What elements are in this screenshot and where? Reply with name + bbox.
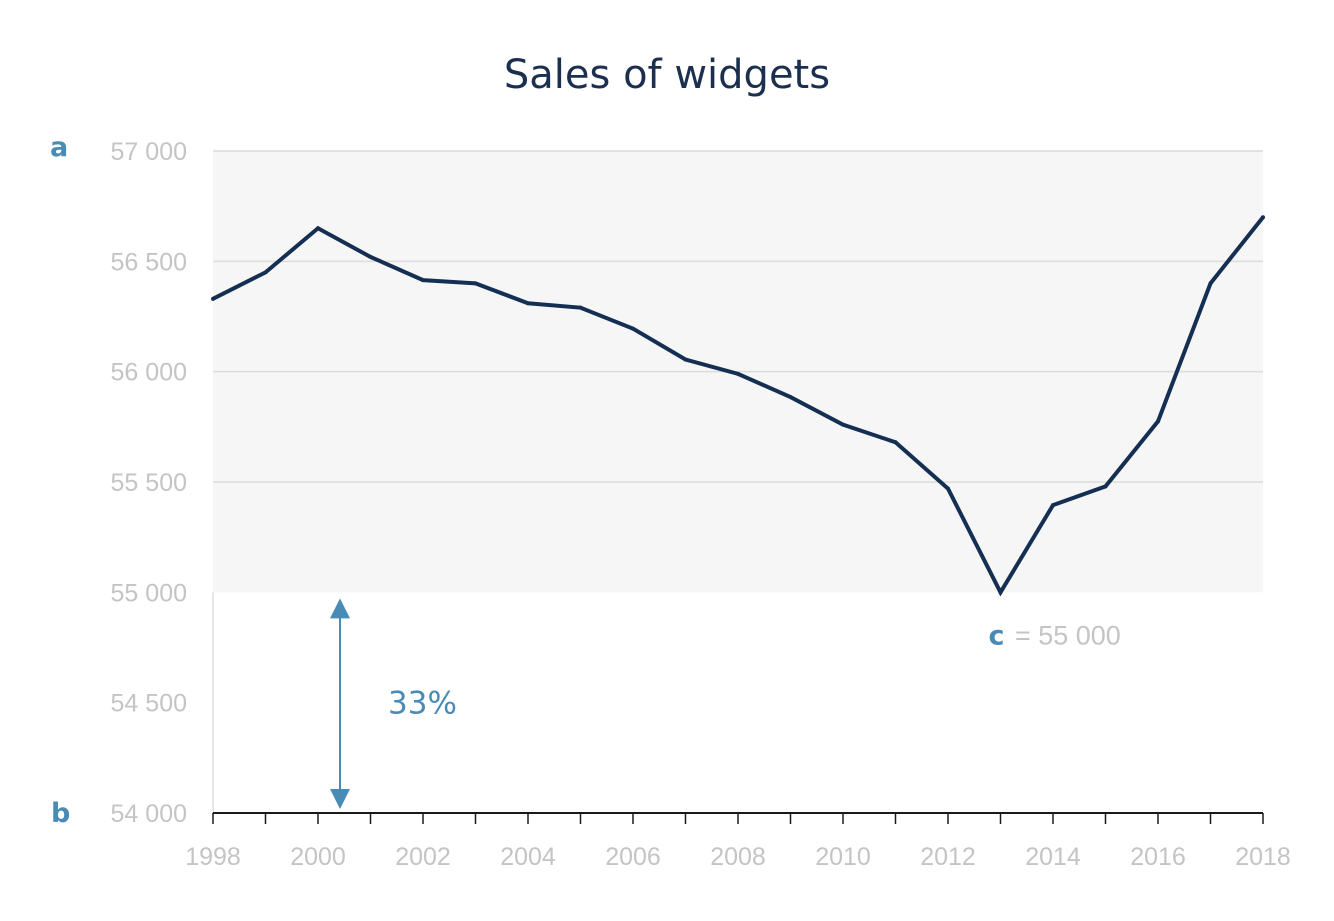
chart-title: Sales of widgets [503, 52, 831, 98]
x-tick-label: 2000 [290, 843, 346, 871]
min-annotation-text: c = 55 000 [989, 620, 1121, 651]
data-point [683, 357, 688, 362]
data-point [736, 371, 740, 376]
data-point [1051, 503, 1055, 508]
x-tick-label: 1998 [185, 843, 241, 871]
x-tick-label: 2018 [1235, 843, 1291, 871]
marker-c: c [989, 620, 1005, 651]
x-tick-label: 2002 [395, 843, 451, 871]
x-tick-label: 2004 [500, 843, 556, 871]
data-point [631, 326, 635, 331]
data-points [211, 215, 1265, 595]
data-point [1208, 281, 1213, 286]
y-tick-label: 56 500 [111, 248, 187, 276]
x-tick-label: 2016 [1130, 843, 1186, 871]
x-tick-label: 2006 [605, 843, 661, 871]
marker-b: b [51, 798, 70, 829]
x-tick-label: 2008 [710, 843, 766, 871]
data-point [998, 590, 1003, 595]
min-annotation: c = 55 000 [989, 620, 1121, 651]
data-point [211, 296, 215, 301]
data-point [316, 226, 320, 231]
min-value-text: = 55 000 [1015, 620, 1121, 650]
data-point [841, 422, 845, 427]
data-point [788, 395, 793, 400]
y-tick-label: 57 000 [111, 138, 187, 166]
data-point [526, 301, 530, 306]
data-point [368, 254, 373, 259]
x-tick-label: 2012 [920, 843, 976, 871]
y-axis-labels: 54 000 54 500 55 000 55 500 56 000 56 500 57 0… [111, 138, 187, 828]
y-tick-label: 55 000 [111, 579, 187, 607]
data-point [578, 305, 583, 310]
arrow-head-down [330, 789, 350, 809]
y-tick-label: 54 500 [111, 690, 187, 718]
grid-lines [213, 150, 1263, 483]
y-tick-label: 55 500 [111, 469, 187, 497]
data-point [893, 440, 898, 445]
marker-a: a [50, 132, 68, 163]
data-point [1156, 419, 1160, 424]
data-point [1261, 215, 1265, 220]
percentage-label: 33% [388, 686, 457, 722]
x-axis-labels: 1998 2000 2002 2004 2006 2008 2010 2012 2014 2016… [185, 843, 1291, 871]
data-point [946, 486, 950, 491]
data-point [263, 270, 268, 275]
data-point [473, 281, 478, 286]
arrow-head-up [330, 598, 350, 619]
x-axis-ticks [212, 813, 1264, 824]
data-point [1103, 484, 1108, 489]
y-tick-label: 56 000 [111, 359, 187, 387]
x-tick-label: 2010 [815, 843, 871, 871]
percentage-arrow [330, 598, 350, 809]
y-tick-label: 54 000 [111, 800, 187, 828]
data-point [421, 278, 425, 283]
x-tick-label: 2014 [1025, 843, 1081, 871]
